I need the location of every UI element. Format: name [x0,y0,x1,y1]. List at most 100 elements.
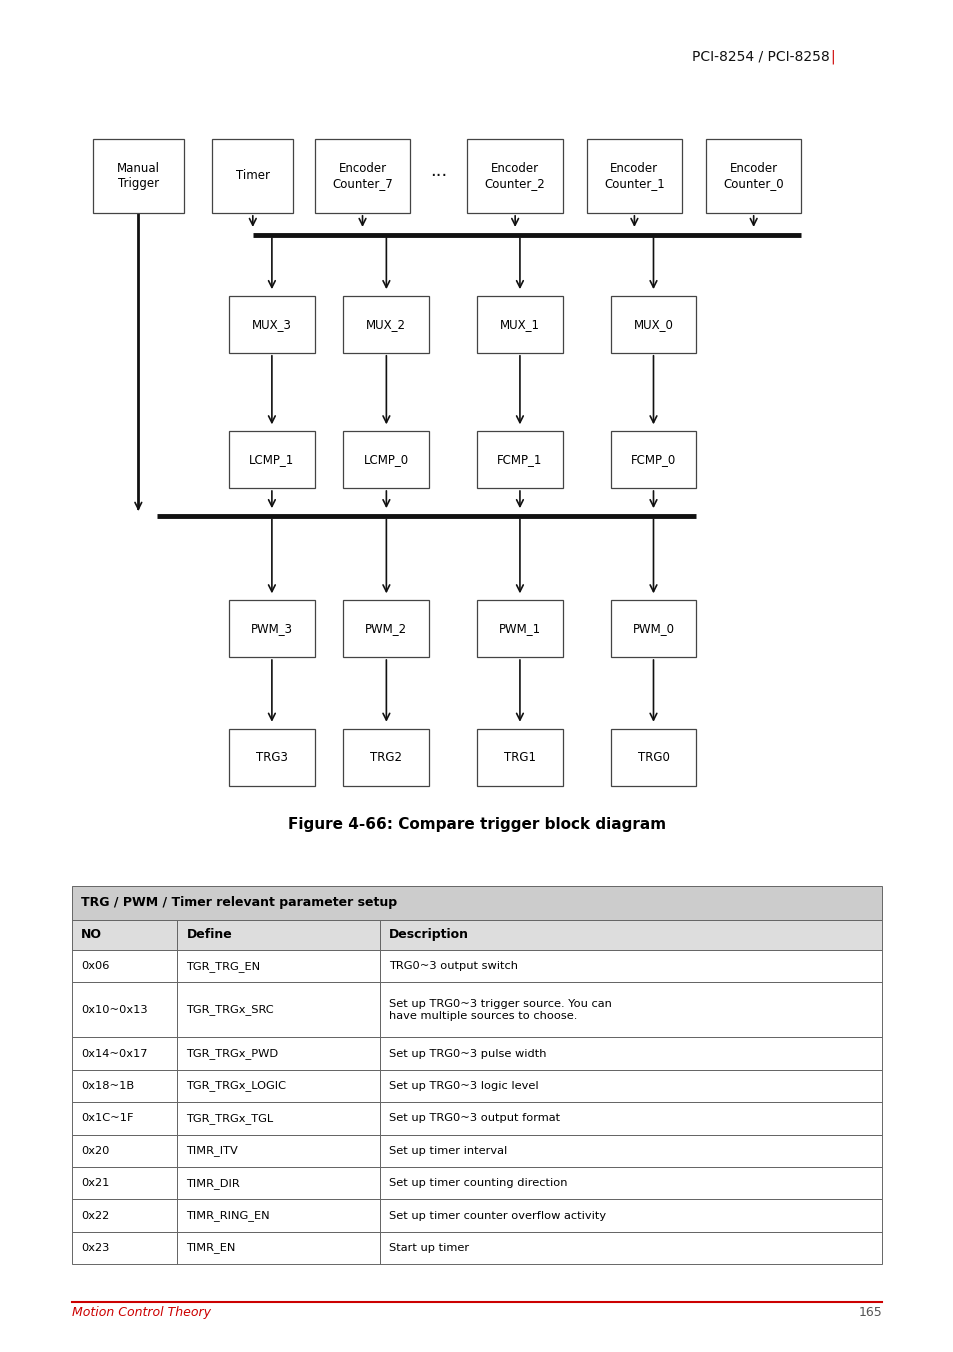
Bar [71,1037,177,1069]
Bar [71,1232,177,1264]
Text: MUX_2: MUX_2 [366,318,406,331]
Bar [71,919,177,950]
Text: MUX_1: MUX_1 [499,318,539,331]
Bar [177,950,379,983]
Bar [229,729,314,786]
Bar [476,600,562,657]
Bar [71,1167,177,1199]
Text: Define: Define [186,929,232,941]
Text: 0x21: 0x21 [81,1178,110,1188]
Bar [71,886,882,919]
Text: Timer: Timer [235,169,270,183]
Bar [71,1069,177,1102]
Bar [71,1037,177,1069]
Bar [343,296,429,353]
Bar [177,1037,379,1069]
Text: TIMR_DIR: TIMR_DIR [186,1178,240,1188]
Text: TRG3: TRG3 [255,750,288,764]
Text: PCI-8254 / PCI-8258: PCI-8254 / PCI-8258 [692,50,829,64]
Bar [379,919,882,950]
Text: TRG1: TRG1 [503,750,536,764]
Text: PWM_2: PWM_2 [365,622,407,635]
Bar [379,1037,882,1069]
Bar [379,1232,882,1264]
Bar [71,983,177,1037]
Bar [379,1167,882,1199]
Text: TRG0: TRG0 [637,750,669,764]
Bar [92,138,183,214]
Bar [71,1199,177,1232]
Bar [586,138,681,214]
Bar [314,138,410,214]
Bar [229,431,314,488]
Text: TGR_TRGx_TGL: TGR_TRGx_TGL [186,1113,274,1124]
Bar [177,983,379,1037]
Text: Set up timer counting direction: Set up timer counting direction [389,1178,567,1188]
Text: 0x14~0x17: 0x14~0x17 [81,1049,148,1059]
Text: ···: ··· [430,166,447,185]
Bar [71,983,177,1037]
Bar [379,1232,882,1264]
Bar [71,1134,177,1167]
Bar [379,1069,882,1102]
Bar [177,1199,379,1232]
Text: Figure 4-66: Compare trigger block diagram: Figure 4-66: Compare trigger block diagr… [288,817,665,833]
Text: TRG / PWM / Timer relevant parameter setup: TRG / PWM / Timer relevant parameter set… [81,896,396,909]
Bar [71,1102,177,1134]
Bar [71,1199,177,1232]
Bar [379,919,882,950]
Text: Start up timer: Start up timer [389,1242,469,1253]
Bar [177,1167,379,1199]
Bar [705,138,801,214]
Text: Encoder
Counter_7: Encoder Counter_7 [332,162,393,189]
Text: TGR_TRGx_LOGIC: TGR_TRGx_LOGIC [186,1080,286,1091]
Bar [229,296,314,353]
Bar [379,1037,882,1069]
Text: 0x23: 0x23 [81,1242,110,1253]
Text: Encoder
Counter_1: Encoder Counter_1 [603,162,664,189]
Text: PWM_0: PWM_0 [632,622,674,635]
Text: Set up timer counter overflow activity: Set up timer counter overflow activity [389,1210,606,1221]
Bar [177,1134,379,1167]
Bar [177,1102,379,1134]
Bar [71,919,177,950]
Bar [379,1102,882,1134]
Text: LCMP_0: LCMP_0 [363,453,409,466]
Bar [71,886,882,919]
Text: TGR_TRGx_SRC: TGR_TRGx_SRC [186,1005,274,1015]
Text: TRG2: TRG2 [370,750,402,764]
Text: PWM_3: PWM_3 [251,622,293,635]
Bar [71,1167,177,1199]
Bar [177,1134,379,1167]
Bar [177,1102,379,1134]
Text: TIMR_EN: TIMR_EN [186,1242,235,1253]
Bar [177,1069,379,1102]
Text: Description: Description [389,929,469,941]
Text: FCMP_0: FCMP_0 [630,453,676,466]
Bar [476,431,562,488]
Text: 0x06: 0x06 [81,961,110,971]
Bar [177,1167,379,1199]
Bar [610,600,696,657]
Text: 0x1C~1F: 0x1C~1F [81,1113,133,1124]
Text: Set up TRG0~3 output format: Set up TRG0~3 output format [389,1113,559,1124]
Bar [610,296,696,353]
Bar [71,950,177,983]
Bar [379,983,882,1037]
Text: 0x22: 0x22 [81,1210,110,1221]
Bar [71,1102,177,1134]
Text: Encoder
Counter_0: Encoder Counter_0 [722,162,783,189]
Bar [610,729,696,786]
Bar [177,1199,379,1232]
Text: Encoder
Counter_2: Encoder Counter_2 [484,162,545,189]
Text: Set up TRG0~3 pulse width: Set up TRG0~3 pulse width [389,1049,546,1059]
Bar [343,431,429,488]
Text: NO: NO [81,929,102,941]
Bar [476,729,562,786]
Text: Set up timer interval: Set up timer interval [389,1145,507,1156]
Bar [379,1134,882,1167]
Bar [379,1134,882,1167]
Bar [177,950,379,983]
Text: TGR_TRGx_PWD: TGR_TRGx_PWD [186,1048,278,1059]
Text: |: | [829,50,834,64]
